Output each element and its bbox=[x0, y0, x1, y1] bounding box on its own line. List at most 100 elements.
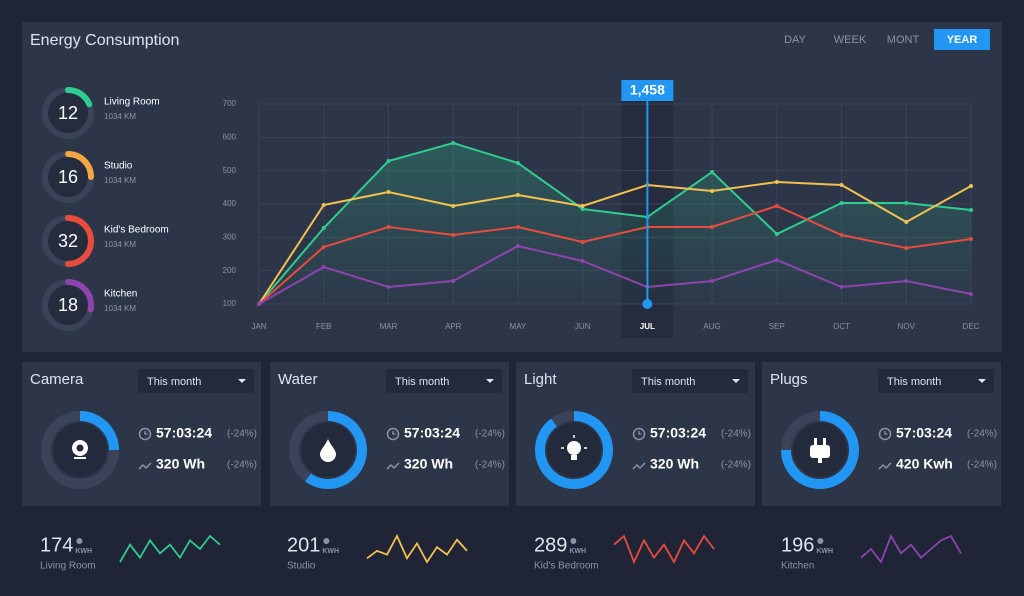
card-title: Plugs bbox=[770, 371, 808, 388]
tooltip-bg bbox=[621, 80, 674, 101]
x-tick-label: FEB bbox=[316, 322, 332, 331]
point bbox=[515, 161, 520, 165]
series-line bbox=[258, 141, 972, 305]
point bbox=[710, 279, 715, 283]
point bbox=[451, 233, 456, 237]
trend-icon bbox=[878, 462, 892, 470]
clock-icon bbox=[632, 427, 646, 441]
x-tick-label: AUG bbox=[703, 322, 720, 331]
x-tick-label: OCT bbox=[833, 322, 850, 331]
stat-unit: KWH bbox=[816, 548, 833, 555]
stat-value: 201 bbox=[287, 534, 320, 556]
point bbox=[451, 279, 456, 283]
dropdown-label[interactable]: This month bbox=[147, 376, 201, 388]
stat-unit: KWH bbox=[322, 548, 339, 555]
card-title: Camera bbox=[30, 371, 84, 388]
point bbox=[451, 141, 456, 145]
stat-dot bbox=[323, 538, 330, 544]
x-tick-label: APR bbox=[445, 322, 462, 331]
point bbox=[451, 204, 456, 208]
card-energy: 320 Wh bbox=[404, 456, 453, 472]
x-tick-label: DEC bbox=[963, 322, 980, 331]
card-energy: 420 Kwh bbox=[896, 456, 953, 472]
dropdown-caret bbox=[978, 379, 986, 383]
x-tick-label: MAY bbox=[510, 322, 527, 331]
dropdown[interactable] bbox=[386, 369, 502, 393]
card-time-change: (-24%) bbox=[227, 429, 257, 440]
tab[interactable]: MONT bbox=[887, 34, 920, 46]
point bbox=[257, 302, 261, 306]
series-line bbox=[258, 204, 972, 305]
point bbox=[515, 244, 520, 248]
point bbox=[774, 180, 779, 184]
stat-name: Kitchen bbox=[781, 561, 814, 572]
trend-icon bbox=[386, 462, 400, 470]
tab[interactable]: WEEK bbox=[834, 34, 867, 46]
point bbox=[839, 233, 844, 237]
dropdown-label[interactable]: This month bbox=[395, 376, 449, 388]
point bbox=[580, 204, 585, 208]
point bbox=[321, 203, 326, 207]
clock-icon bbox=[138, 427, 152, 441]
y-tick-label: 200 bbox=[223, 266, 237, 275]
point bbox=[321, 245, 326, 249]
card-energy: 320 Wh bbox=[650, 456, 699, 472]
stat-dot bbox=[570, 538, 577, 544]
x-tick-label: SEP bbox=[769, 322, 785, 331]
series-line bbox=[258, 180, 972, 305]
stat-value: 196 bbox=[781, 534, 814, 556]
y-tick-label: 600 bbox=[223, 132, 237, 141]
gauge-arc bbox=[65, 215, 94, 267]
y-tick-label: 700 bbox=[223, 99, 237, 108]
point bbox=[969, 292, 973, 296]
card-icon bbox=[561, 435, 587, 460]
point bbox=[839, 183, 844, 187]
stat-value: 174 bbox=[40, 534, 73, 556]
cursor-dot bbox=[642, 299, 653, 309]
tab-active-bg bbox=[934, 29, 990, 50]
point bbox=[904, 220, 909, 224]
y-tick-label: 300 bbox=[223, 232, 237, 241]
x-tick-label: JUL bbox=[640, 322, 655, 331]
stat-value: 289 bbox=[534, 534, 567, 556]
card-time-change: (-24%) bbox=[967, 429, 997, 440]
card-time: 57:03:24 bbox=[896, 425, 952, 441]
card-energy-change: (-24%) bbox=[475, 460, 505, 471]
x-tick-label: MAR bbox=[380, 322, 398, 331]
trend-icon bbox=[632, 462, 646, 470]
dropdown[interactable] bbox=[138, 369, 254, 393]
card-time-change: (-24%) bbox=[721, 429, 751, 440]
tab[interactable]: YEAR bbox=[947, 34, 978, 46]
point bbox=[969, 208, 973, 212]
gauge-arc bbox=[65, 279, 94, 313]
room-sub: 1034 KM bbox=[104, 304, 136, 313]
room-name: Living Room bbox=[104, 97, 160, 108]
point bbox=[774, 232, 779, 236]
trend-icon bbox=[138, 462, 152, 470]
donut-arc bbox=[781, 411, 859, 489]
point bbox=[904, 246, 909, 250]
gauge-value: 12 bbox=[58, 103, 78, 123]
series-line bbox=[258, 244, 972, 305]
dropdown[interactable] bbox=[878, 369, 994, 393]
stat-unit: KWH bbox=[75, 548, 92, 555]
card-time: 57:03:24 bbox=[650, 425, 706, 441]
tooltip-text: 1,458 bbox=[630, 82, 665, 98]
dropdown-caret bbox=[732, 379, 740, 383]
tab[interactable]: DAY bbox=[784, 34, 806, 46]
dropdown[interactable] bbox=[632, 369, 748, 393]
stat-name: Living Room bbox=[40, 561, 96, 572]
gauge-arc bbox=[65, 151, 94, 180]
gauge-value: 18 bbox=[58, 295, 78, 315]
card-time: 57:03:24 bbox=[404, 425, 460, 441]
gauge-arc bbox=[65, 87, 93, 108]
point bbox=[580, 207, 585, 211]
card-icon bbox=[72, 440, 88, 459]
dropdown-label[interactable]: This month bbox=[641, 376, 695, 388]
card-icon bbox=[810, 438, 830, 463]
card-icon bbox=[320, 439, 336, 462]
stat-name: Kid's Bedroom bbox=[534, 561, 599, 572]
dropdown-caret bbox=[486, 379, 494, 383]
dropdown-label[interactable]: This month bbox=[887, 376, 941, 388]
sparkline bbox=[366, 533, 468, 564]
